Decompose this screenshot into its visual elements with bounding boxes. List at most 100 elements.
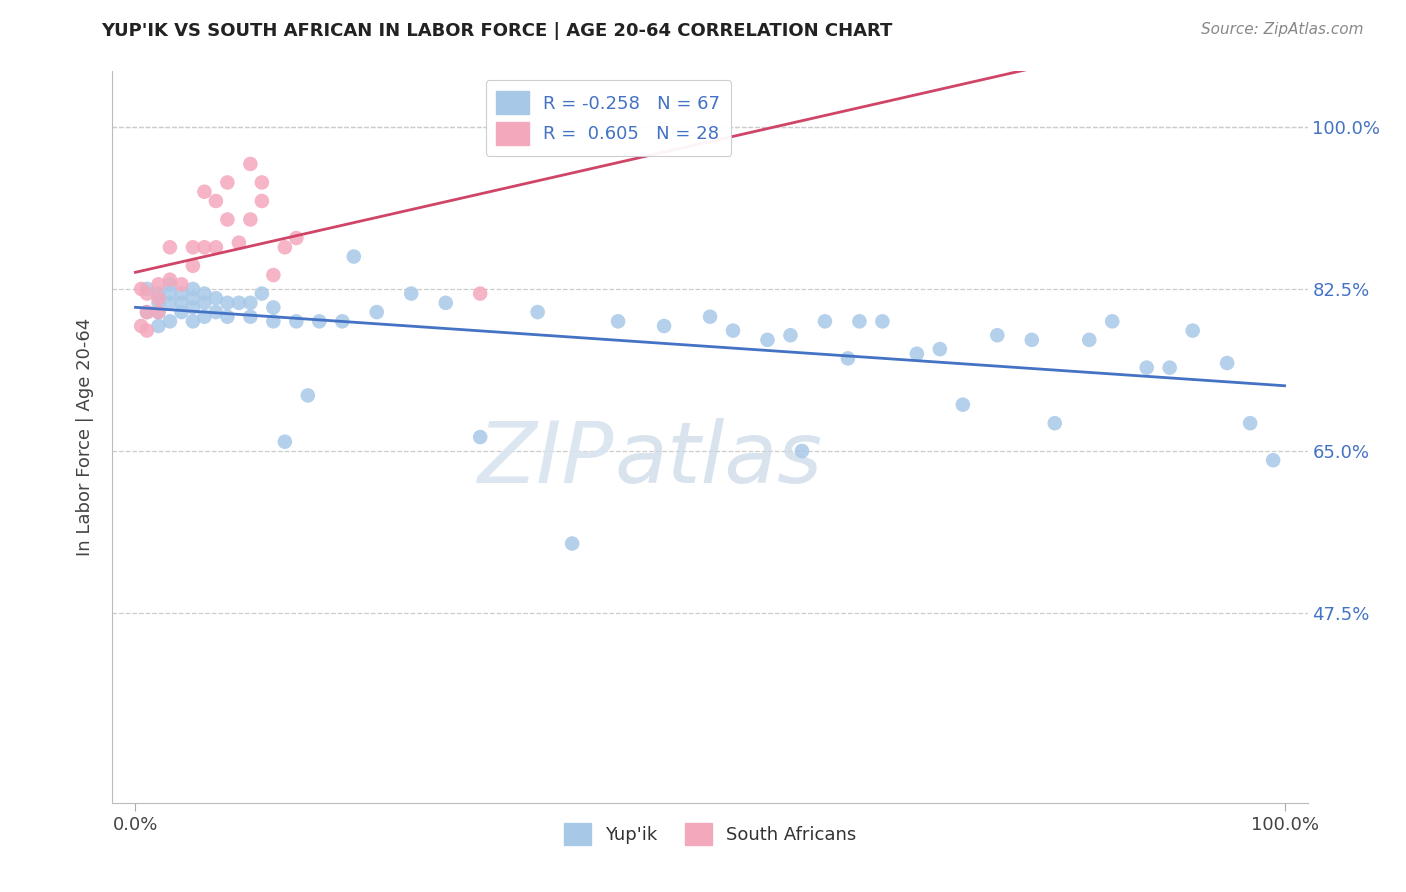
Point — [1136, 360, 1159, 375]
Point — [181, 240, 204, 254]
Point — [814, 314, 837, 328]
Point — [250, 176, 273, 190]
Text: YUP'IK VS SOUTH AFRICAN IN LABOR FORCE | AGE 20-64 CORRELATION CHART: YUP'IK VS SOUTH AFRICAN IN LABOR FORCE |… — [101, 22, 893, 40]
Point — [274, 434, 297, 449]
Point — [205, 291, 228, 305]
Point — [986, 328, 1008, 343]
Point — [136, 286, 159, 301]
Point — [148, 291, 170, 305]
Point — [170, 295, 193, 310]
Point — [181, 259, 204, 273]
Point — [1101, 314, 1123, 328]
Point — [1239, 416, 1261, 430]
Point — [928, 342, 950, 356]
Point — [193, 185, 215, 199]
Point — [193, 240, 215, 254]
Point — [285, 231, 308, 245]
Point — [217, 176, 239, 190]
Point — [170, 286, 193, 301]
Point — [721, 324, 744, 338]
Point — [1216, 356, 1239, 370]
Text: ZIP: ZIP — [478, 417, 614, 500]
Point — [136, 282, 159, 296]
Point — [872, 314, 894, 328]
Point — [159, 314, 181, 328]
Point — [170, 277, 193, 292]
Point — [756, 333, 779, 347]
Point — [905, 347, 928, 361]
Point — [136, 305, 159, 319]
Point — [159, 295, 181, 310]
Point — [170, 305, 193, 319]
Point — [366, 305, 388, 319]
Point — [159, 240, 181, 254]
Point — [526, 305, 548, 319]
Point — [205, 194, 228, 208]
Point — [1181, 324, 1204, 338]
Point — [136, 324, 159, 338]
Legend: Yup'ik, South Africans: Yup'ik, South Africans — [557, 816, 863, 852]
Text: Source: ZipAtlas.com: Source: ZipAtlas.com — [1201, 22, 1364, 37]
Point — [159, 286, 181, 301]
Point — [217, 212, 239, 227]
Y-axis label: In Labor Force | Age 20-64: In Labor Force | Age 20-64 — [76, 318, 94, 557]
Point — [561, 536, 583, 550]
Point — [129, 282, 152, 296]
Point — [148, 305, 170, 319]
Point — [262, 301, 284, 315]
Point — [193, 295, 215, 310]
Text: atlas: atlas — [614, 417, 823, 500]
Point — [193, 286, 215, 301]
Point — [239, 157, 262, 171]
Point — [470, 286, 492, 301]
Point — [228, 295, 250, 310]
Point — [205, 305, 228, 319]
Point — [159, 273, 181, 287]
Point — [1078, 333, 1101, 347]
Point — [250, 194, 273, 208]
Point — [1021, 333, 1043, 347]
Point — [129, 318, 152, 333]
Point — [136, 305, 159, 319]
Point — [148, 295, 170, 310]
Point — [148, 318, 170, 333]
Point — [274, 240, 297, 254]
Point — [217, 295, 239, 310]
Point — [181, 282, 204, 296]
Point — [837, 351, 859, 366]
Point — [262, 268, 284, 282]
Point — [250, 286, 273, 301]
Point — [848, 314, 870, 328]
Point — [699, 310, 721, 324]
Point — [148, 286, 170, 301]
Point — [1159, 360, 1181, 375]
Point — [239, 295, 262, 310]
Point — [159, 277, 181, 292]
Point — [239, 212, 262, 227]
Point — [343, 250, 366, 264]
Point — [790, 444, 813, 458]
Point — [308, 314, 330, 328]
Point — [181, 301, 204, 315]
Point — [779, 328, 801, 343]
Point — [181, 291, 204, 305]
Point — [297, 388, 319, 402]
Point — [330, 314, 353, 328]
Point — [952, 398, 974, 412]
Point — [607, 314, 630, 328]
Point — [434, 295, 457, 310]
Point — [193, 310, 215, 324]
Point — [1043, 416, 1066, 430]
Point — [148, 305, 170, 319]
Point — [148, 277, 170, 292]
Point — [470, 430, 492, 444]
Point — [401, 286, 423, 301]
Point — [285, 314, 308, 328]
Point — [1261, 453, 1284, 467]
Point — [228, 235, 250, 250]
Point — [652, 318, 675, 333]
Point — [181, 314, 204, 328]
Point — [239, 310, 262, 324]
Point — [262, 314, 284, 328]
Point — [205, 240, 228, 254]
